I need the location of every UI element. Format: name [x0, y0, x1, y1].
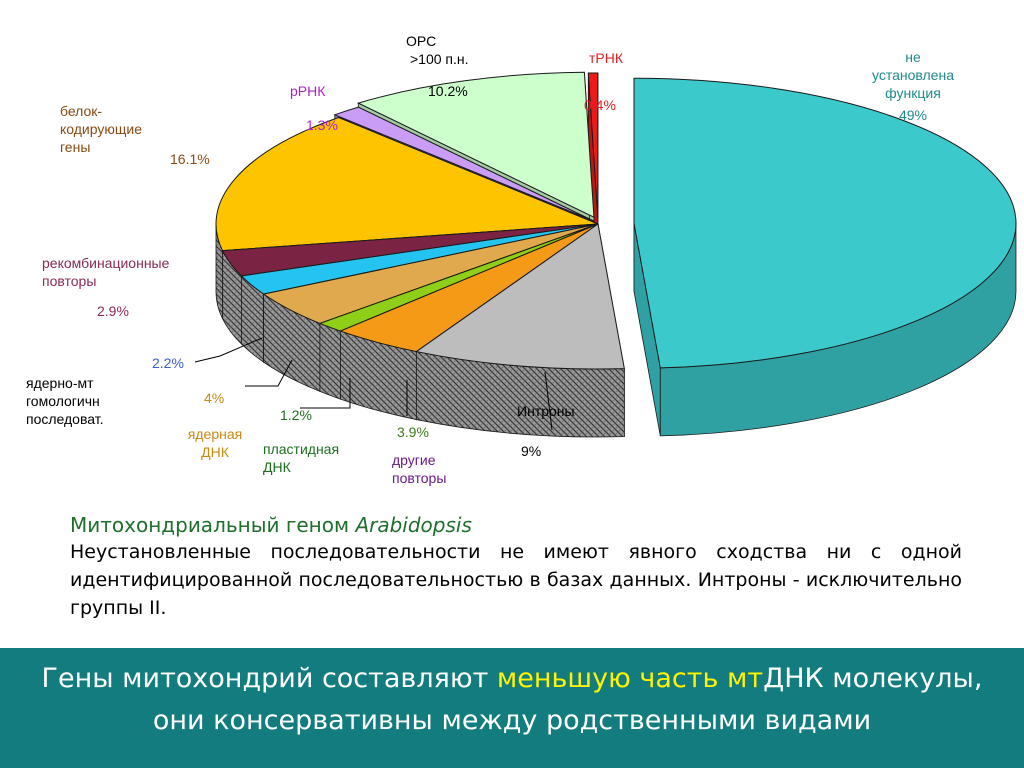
pie-slice-introns [415, 223, 625, 438]
label-line: повторы [42, 273, 97, 289]
leader-line-nuclear-mt [194, 337, 263, 363]
leader-line-nuclear [245, 359, 293, 387]
label-line: гены [60, 139, 91, 155]
label-trna-name: тРНК [589, 50, 624, 66]
label-line: ядерно-мт [26, 375, 94, 391]
banner-highlight-dna: ДНК [763, 663, 824, 694]
pie-slice-undetermined [633, 77, 1017, 437]
pie-chart-svg [194, 71, 1017, 438]
pie-slice-top [633, 77, 1017, 369]
label-nuclear-name: ядерная ДНК [160, 425, 270, 461]
pie-slice-top [215, 116, 599, 252]
label-other-repeats-name: другие повторы [392, 451, 446, 487]
label-rrna-value: 1.3% [306, 117, 338, 133]
label-line: ОРС [406, 33, 437, 49]
pie-slice-top [333, 106, 595, 222]
label-rrna-name: рРНК [290, 83, 326, 99]
banner-highlight: меньшую часть мт [496, 663, 764, 694]
banner-text-part1: Гены митохондрий составляют [41, 663, 497, 694]
pie-slice-top [587, 72, 599, 219]
pie-slice-rim [319, 322, 341, 400]
pie-slices [215, 71, 1017, 438]
label-plastid-value: 1.2% [280, 407, 312, 423]
summary-banner: Гены митохондрий составляют меньшую част… [0, 648, 1024, 768]
label-line: кодирующие [60, 121, 143, 137]
label-line: функция [885, 85, 941, 101]
label-nuclear-mt-value: 2.2% [152, 355, 184, 371]
label-protein-coding-name: белок- кодирующие гены [60, 102, 142, 156]
label-introns: Интроны 9% [517, 402, 575, 460]
label-orf-name: ОРС >100 п.н. [406, 32, 469, 68]
leader-line-plastid [300, 378, 351, 409]
label-plastid-name: пластидная ДНК [263, 440, 339, 476]
label-line: установлена [872, 67, 954, 83]
label-line: ядерная [187, 426, 243, 442]
pie-slice-top [415, 223, 625, 370]
caption-title: Митохондриальный геном Arabidopsis [70, 512, 962, 538]
label-orf-value: 10.2% [428, 83, 468, 99]
label-introns-name: Интроны [517, 403, 575, 419]
leader-lines [194, 337, 553, 431]
label-line: рекомбинационные [42, 255, 170, 271]
caption-body: Неустановленные последовательности не им… [70, 541, 962, 619]
banner-text-part3: молекулы, они консервативны между родств… [152, 663, 983, 736]
label-trna-value: 0.4% [584, 97, 616, 113]
label-nuclear-value: 4% [204, 390, 225, 406]
label-line: не [905, 49, 921, 65]
label-line: гомологичн [26, 393, 100, 409]
label-undetermined: не установлена функция 49% [858, 48, 968, 124]
leader-line-introns [544, 371, 553, 431]
label-undetermined-value: 49% [898, 107, 928, 123]
pie-chart-area: не установлена функция 49% Интроны 9% 3.… [26, 32, 1017, 487]
label-line: ДНК [263, 459, 291, 475]
label-recombination: рекомбинационные повторы 2.9% [42, 254, 169, 320]
caption-title-prefix: Митохондриальный геном [70, 513, 356, 537]
label-line: другие [392, 452, 436, 468]
label-line: последоват. [26, 411, 104, 427]
label-protein-coding-value: 16.1% [170, 151, 210, 167]
label-line: повторы [392, 470, 447, 486]
label-line: ДНК [201, 444, 229, 460]
banner-text: Гены митохондрий составляют меньшую част… [20, 658, 1004, 742]
caption-title-species: Arabidopsis [355, 513, 472, 537]
pie-slice-top [356, 71, 595, 219]
label-undetermined-name: не установлена функция [858, 48, 968, 102]
label-line: белок- [60, 103, 103, 119]
label-line: >100 п.н. [410, 51, 469, 67]
label-nuclear-mt-name: ядерно-мт гомологичн последоват. [26, 374, 103, 428]
label-line: пластидная [263, 441, 340, 457]
label-recombination-value: 2.9% [97, 303, 129, 319]
caption: Митохондриальный геном Arabidopsis Неуст… [70, 512, 962, 622]
label-introns-value: 9% [521, 443, 542, 459]
label-other-repeats-value: 3.9% [397, 424, 429, 440]
